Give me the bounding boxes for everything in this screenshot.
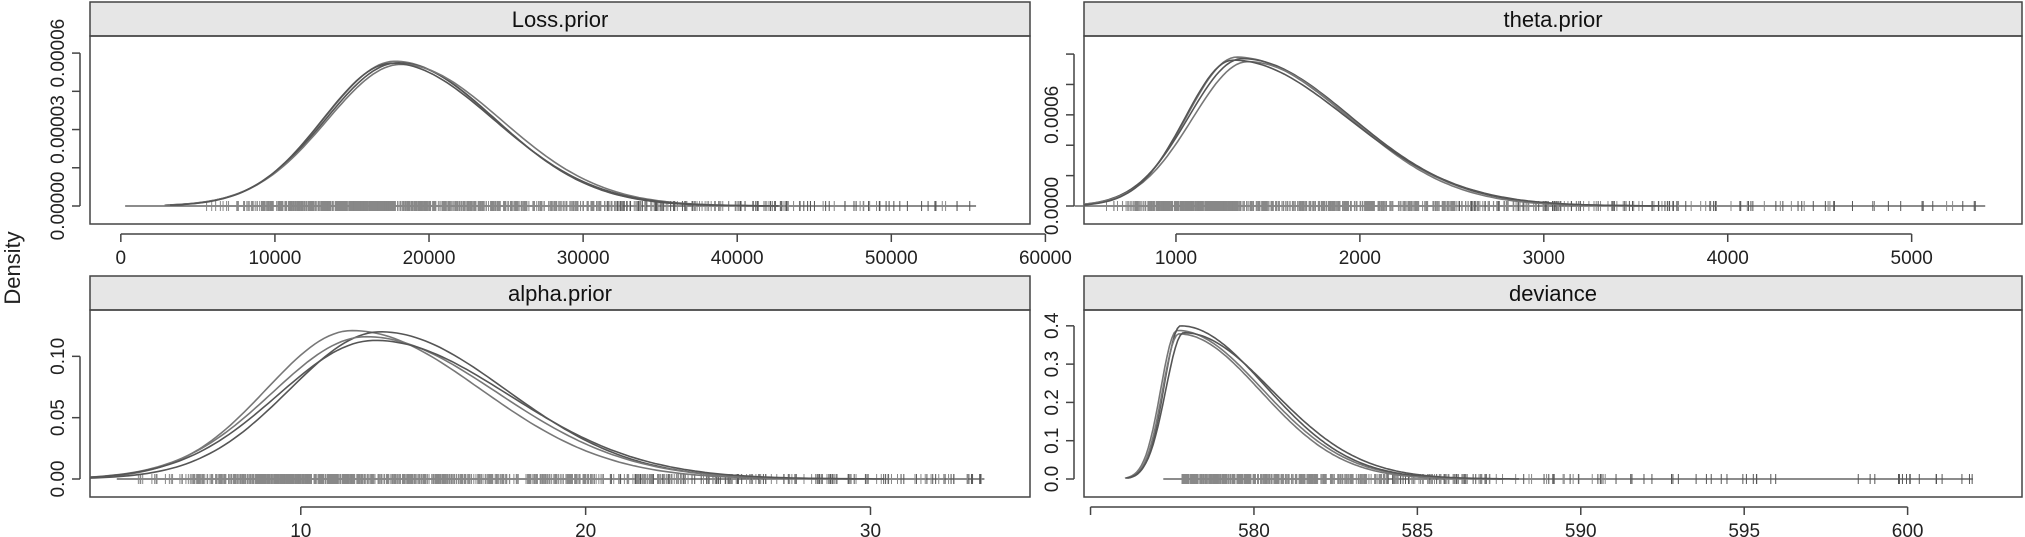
- panel-frame: [1083, 309, 2023, 498]
- panel-strip: [1083, 1, 2023, 37]
- y-tick-label: 0.00006: [48, 19, 69, 88]
- density-curve-chain-4: [89, 339, 884, 480]
- density-curve-chain-3: [1126, 333, 1490, 480]
- rug-marks: [206, 201, 971, 211]
- x-tick-label: 585: [1402, 521, 1434, 537]
- y-tick-label: 0.2: [1042, 389, 1063, 415]
- y-tick-label: 0.0006: [1042, 86, 1063, 144]
- x-tick-label: 40000: [711, 248, 764, 269]
- y-tick-label: 0.3: [1042, 351, 1063, 377]
- panel-title: theta.prior: [1503, 7, 1602, 32]
- y-axis-label: Density: [0, 231, 25, 304]
- x-tick-label: 10: [290, 521, 311, 537]
- x-tick-label: 4000: [1707, 248, 1749, 269]
- rug-marks: [1106, 201, 1976, 211]
- x-tick-label: 20000: [403, 248, 456, 269]
- panel-title: alpha.prior: [508, 281, 612, 306]
- panel-1: theta.prior 1000 2000 3000 4000 5000 0.0000 0.0…: [1042, 1, 2023, 269]
- x-tick-label: 0: [116, 248, 127, 269]
- panel-strip: [89, 275, 1031, 311]
- panel-frame: [89, 35, 1031, 225]
- panel-strip: [89, 1, 1031, 37]
- x-tick-label: 20: [575, 521, 596, 537]
- panel-2: alpha.prior 10 20 30 0.00 0.05 0.10: [48, 275, 1031, 537]
- x-tick-label: 2000: [1339, 248, 1381, 269]
- density-curve-chain-3: [89, 335, 865, 480]
- panel-title: Loss.prior: [512, 7, 609, 32]
- y-tick-label: 0.1: [1042, 427, 1063, 453]
- panel-strip: [1083, 275, 2023, 311]
- y-tick-label: 0.00: [48, 461, 69, 498]
- panel-0: Loss.prior 0 10000 20000 30000 40000 50000 6000…: [48, 1, 1072, 269]
- density-curve-chain-4: [1083, 59, 1667, 207]
- y-tick-label: 0.10: [48, 338, 69, 375]
- rug-marks: [137, 474, 982, 484]
- rug-marks: [1181, 474, 1973, 484]
- y-tick-label: 0.0: [1042, 466, 1063, 492]
- density-curve-chain-3: [1083, 60, 1640, 207]
- panel-frame: [89, 309, 1031, 498]
- x-tick-label: 580: [1238, 521, 1270, 537]
- density-curve-chain-4: [170, 62, 779, 207]
- y-tick-label: 0.00003: [48, 95, 69, 164]
- density-curve-chain-2: [1083, 57, 1655, 207]
- panel-title: deviance: [1509, 281, 1597, 306]
- y-tick-label: 0.4: [1042, 312, 1063, 339]
- x-tick-label: 30000: [557, 248, 610, 269]
- x-tick-label: 595: [1728, 521, 1760, 537]
- x-tick-label: 590: [1565, 521, 1597, 537]
- density-curve-chain-2: [89, 330, 857, 480]
- y-tick-label: 0.00000: [48, 172, 69, 241]
- density-curve-chain-1: [1124, 329, 1501, 480]
- x-tick-label: 5000: [1891, 248, 1933, 269]
- y-tick-label: 0.05: [48, 399, 69, 436]
- x-tick-label: 50000: [865, 248, 918, 269]
- x-tick-label: 30: [860, 521, 881, 537]
- x-tick-label: 600: [1892, 521, 1924, 537]
- density-curve-chain-4: [1126, 331, 1519, 480]
- y-tick-label: 0.0000: [1042, 177, 1063, 235]
- x-tick-label: 10000: [248, 248, 301, 269]
- x-tick-label: 60000: [1019, 248, 1072, 269]
- panel-frame: [1083, 35, 2023, 225]
- panel-3: deviance 580 585 590 595 600 0.0 0.1 0.2 0.3 0.4: [1042, 275, 2023, 537]
- density-curve-chain-1: [89, 329, 840, 480]
- density-curve-chain-2: [1127, 325, 1504, 480]
- x-tick-label: 3000: [1523, 248, 1565, 269]
- x-tick-label: 1000: [1155, 248, 1197, 269]
